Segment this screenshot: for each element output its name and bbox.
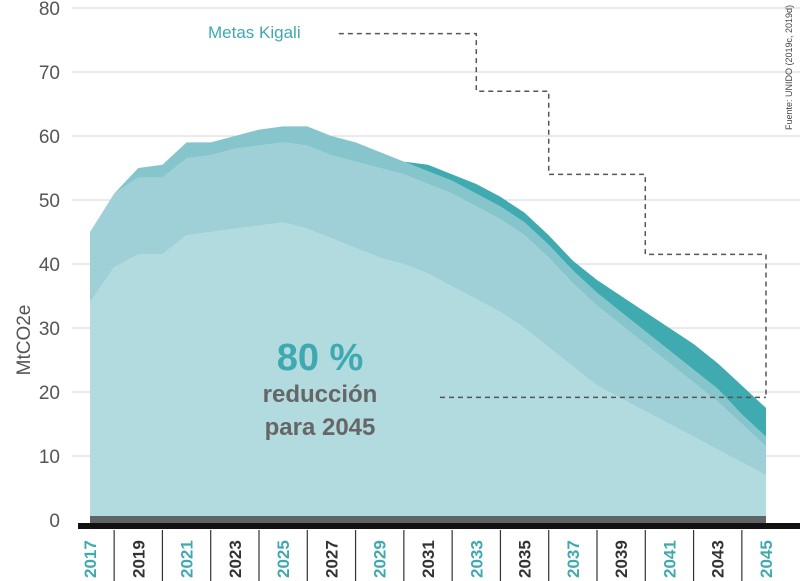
area-series-2 — [90, 142, 766, 476]
y-tick-40: 40 — [39, 255, 60, 276]
y-axis-label: MtCO2e — [14, 305, 35, 376]
y-tick-70: 70 — [39, 63, 60, 84]
x-tick-2017: 2017 — [81, 540, 100, 578]
y-tick-60: 60 — [39, 127, 60, 148]
x-tick-2033: 2033 — [467, 540, 486, 578]
y-tick-0: 0 — [49, 511, 60, 532]
area-series-1 — [90, 222, 766, 520]
x-axis-baseline — [78, 516, 800, 529]
x-tick-2021: 2021 — [178, 540, 197, 578]
y-tick-50: 50 — [39, 191, 60, 212]
reduction-text-line1: reducción — [263, 381, 378, 408]
y-tick-10: 10 — [39, 447, 60, 468]
y-tick-20: 20 — [39, 383, 60, 404]
kigali-targets-label: Metas Kigali — [208, 23, 301, 42]
reduction-percentage: 80 % — [277, 337, 364, 379]
x-tick-2041: 2041 — [660, 540, 679, 578]
x-tick-2029: 2029 — [371, 540, 390, 578]
x-tick-2027: 2027 — [322, 540, 341, 578]
kigali-target-line — [338, 32, 767, 399]
x-tick-2043: 2043 — [709, 540, 728, 578]
x-tick-2037: 2037 — [564, 540, 583, 578]
reduction-text-line2: para 2045 — [265, 414, 376, 441]
x-tick-2035: 2035 — [516, 540, 535, 578]
x-tick-2031: 2031 — [419, 540, 438, 578]
source-note: Fuente: UNIDO (2019c, 2019d) — [784, 5, 794, 130]
y-tick-labels: 0 10 20 30 40 50 60 70 80 — [39, 0, 60, 532]
x-tick-2045: 2045 — [757, 540, 776, 578]
x-axis-line — [78, 523, 800, 529]
y-tick-30: 30 — [39, 319, 60, 340]
stacked-areas — [90, 126, 766, 520]
kigali-targets — [338, 32, 767, 399]
y-tick-80: 80 — [39, 0, 60, 20]
baseline-band — [90, 516, 766, 524]
x-tick-2039: 2039 — [612, 540, 631, 578]
x-tick-2025: 2025 — [274, 540, 293, 578]
x-tick-labels: 2017 2019 2021 2023 2025 2027 2029 2031 2033 2035… — [81, 530, 776, 581]
x-tick-2019: 2019 — [129, 540, 148, 578]
x-tick-2023: 2023 — [226, 540, 245, 578]
